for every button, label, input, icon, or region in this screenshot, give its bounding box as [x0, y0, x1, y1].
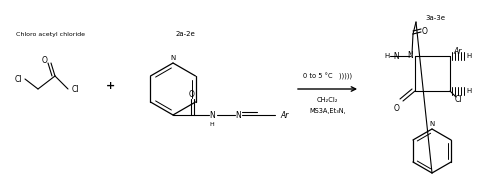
Text: N: N: [209, 110, 215, 119]
Text: H: H: [384, 53, 390, 59]
Text: N: N: [170, 55, 175, 61]
Text: O: O: [422, 26, 428, 36]
Text: N: N: [430, 121, 434, 127]
Text: 2a-2e: 2a-2e: [175, 31, 195, 37]
Text: Ar: Ar: [454, 46, 462, 55]
Text: H: H: [466, 53, 471, 59]
Text: CH₂Cl₂: CH₂Cl₂: [317, 97, 338, 103]
Text: 3a-3e: 3a-3e: [425, 15, 445, 21]
Text: N: N: [235, 110, 241, 119]
Text: –N: –N: [390, 52, 400, 60]
Text: O: O: [394, 103, 400, 113]
Text: H: H: [210, 123, 214, 127]
Text: N: N: [407, 51, 413, 60]
Text: +: +: [106, 81, 114, 91]
Text: O: O: [189, 89, 195, 99]
Text: MS3A,Et₃N,: MS3A,Et₃N,: [309, 108, 346, 114]
Text: Cl: Cl: [72, 84, 79, 94]
Text: Cl: Cl: [14, 75, 22, 84]
Text: Cl: Cl: [454, 94, 462, 103]
Text: Chloro acetyl chloride: Chloro acetyl chloride: [16, 31, 84, 36]
Text: Ar: Ar: [281, 110, 289, 119]
Text: 0 to 5 °C   ))))): 0 to 5 °C ))))): [303, 72, 352, 80]
Text: H: H: [466, 88, 471, 94]
Text: O: O: [42, 55, 48, 65]
